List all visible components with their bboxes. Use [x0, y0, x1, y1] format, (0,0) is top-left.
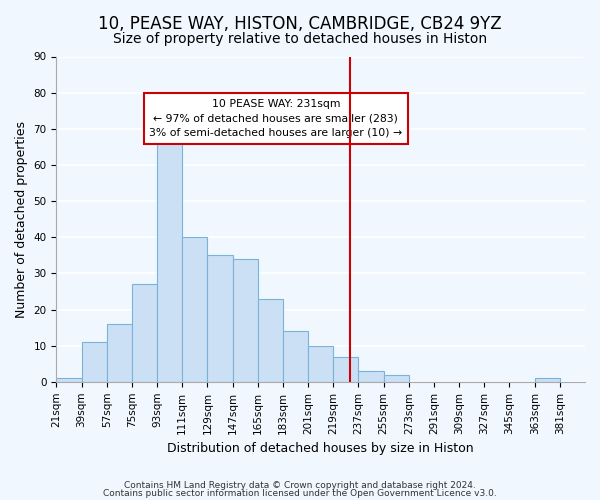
Bar	[132, 284, 157, 382]
Bar	[258, 298, 283, 382]
Bar	[233, 259, 258, 382]
Bar	[308, 346, 333, 382]
X-axis label: Distribution of detached houses by size in Histon: Distribution of detached houses by size …	[167, 442, 474, 455]
Bar	[157, 129, 182, 382]
Bar	[535, 378, 560, 382]
Bar	[208, 256, 233, 382]
Bar	[107, 324, 132, 382]
Bar	[358, 371, 383, 382]
Text: 10 PEASE WAY: 231sqm
← 97% of detached houses are smaller (283)
3% of semi-detac: 10 PEASE WAY: 231sqm ← 97% of detached h…	[149, 99, 403, 138]
Text: Contains HM Land Registry data © Crown copyright and database right 2024.: Contains HM Land Registry data © Crown c…	[124, 481, 476, 490]
Text: 10, PEASE WAY, HISTON, CAMBRIDGE, CB24 9YZ: 10, PEASE WAY, HISTON, CAMBRIDGE, CB24 9…	[98, 15, 502, 33]
Bar	[383, 374, 409, 382]
Bar	[333, 356, 358, 382]
Bar	[56, 378, 82, 382]
Bar	[82, 342, 107, 382]
Text: Contains public sector information licensed under the Open Government Licence v3: Contains public sector information licen…	[103, 488, 497, 498]
Bar	[283, 331, 308, 382]
Y-axis label: Number of detached properties: Number of detached properties	[15, 120, 28, 318]
Bar	[182, 237, 208, 382]
Text: Size of property relative to detached houses in Histon: Size of property relative to detached ho…	[113, 32, 487, 46]
